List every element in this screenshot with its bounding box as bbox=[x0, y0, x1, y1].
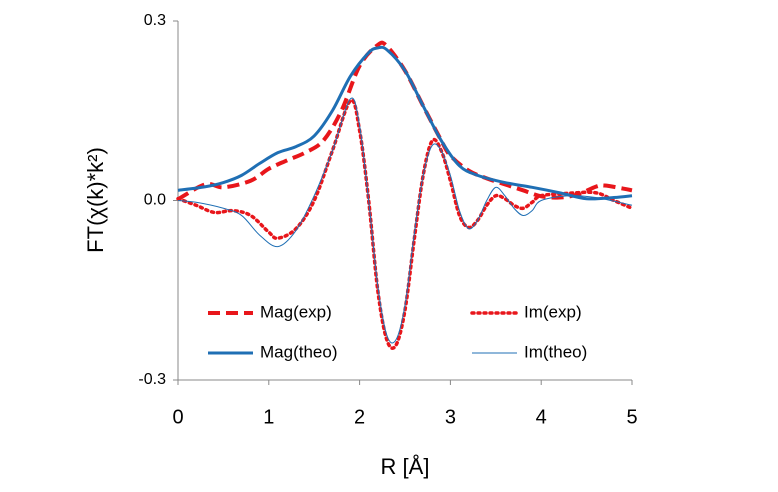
x-axis-title: R [Å] bbox=[381, 454, 430, 479]
series-line bbox=[177, 97, 633, 344]
x-tick-label: 4 bbox=[536, 406, 547, 428]
y-tick-label: 0.0 bbox=[144, 192, 166, 209]
series-line bbox=[176, 40, 633, 202]
x-tick-label: 1 bbox=[263, 406, 274, 428]
legend-label: Mag(exp) bbox=[260, 302, 332, 321]
x-tick-label: 0 bbox=[172, 406, 183, 428]
x-tick-label: 5 bbox=[626, 406, 637, 428]
y-axis-title: FT(χ(k)*k²) bbox=[83, 147, 108, 253]
series-line bbox=[176, 98, 634, 350]
x-tick-label: 3 bbox=[445, 406, 456, 428]
legend-label: Im(exp) bbox=[524, 302, 582, 321]
legend-label: Im(theo) bbox=[524, 342, 587, 361]
legend-label: Mag(theo) bbox=[260, 342, 337, 361]
y-tick-label: 0.3 bbox=[144, 12, 166, 29]
x-tick-label: 2 bbox=[354, 406, 365, 428]
series-line bbox=[177, 45, 633, 201]
y-tick-label: -0.3 bbox=[138, 371, 166, 388]
